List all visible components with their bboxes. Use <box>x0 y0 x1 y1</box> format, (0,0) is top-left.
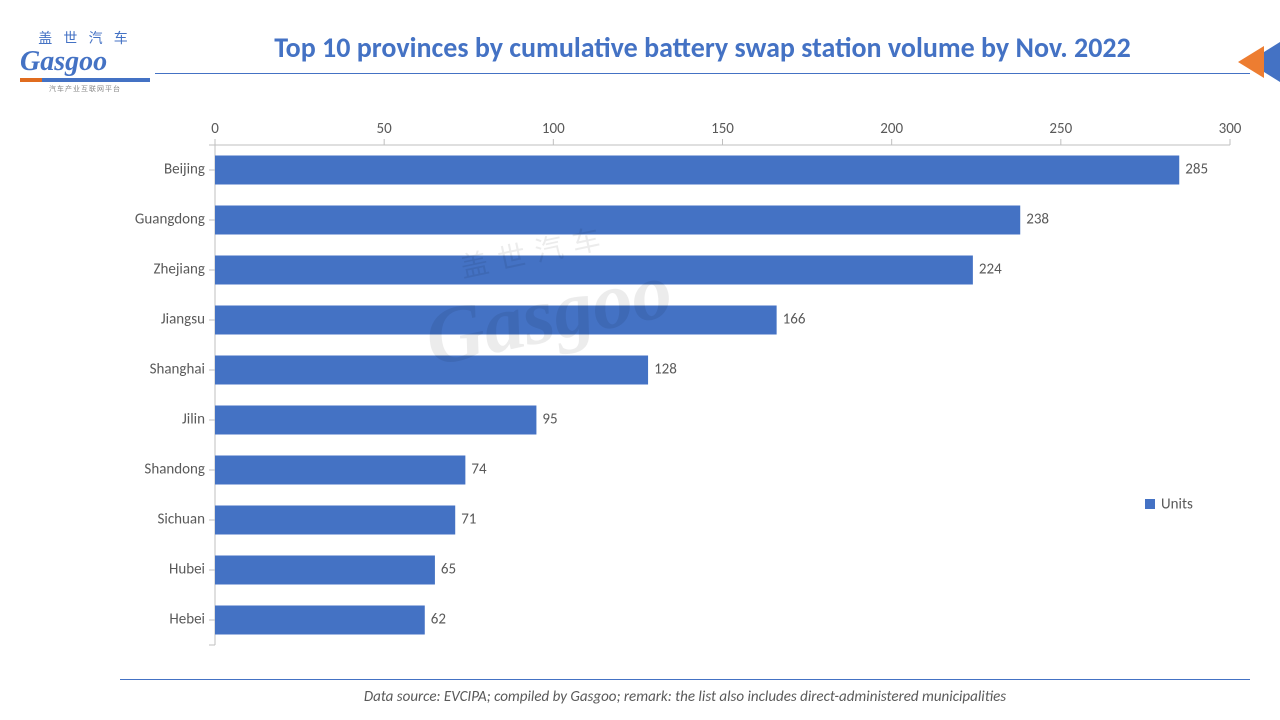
category-label: Shandong <box>144 461 205 479</box>
bar <box>215 456 465 485</box>
bar <box>215 256 973 285</box>
value-label: 65 <box>441 561 456 579</box>
bar <box>215 206 1020 235</box>
category-label: Sichuan <box>157 511 205 529</box>
bar <box>215 356 648 385</box>
logo-subtitle: 汽车产业互联网平台 <box>20 84 150 94</box>
value-label: 62 <box>431 611 446 629</box>
value-label: 95 <box>542 411 557 429</box>
value-label: 238 <box>1026 211 1049 229</box>
legend-swatch <box>1145 499 1155 509</box>
logo-underline <box>20 78 150 82</box>
bar <box>215 506 455 535</box>
value-label: 285 <box>1185 161 1208 179</box>
chart-title: Top 10 provinces by cumulative battery s… <box>155 30 1250 65</box>
bar <box>215 556 435 585</box>
bar <box>215 156 1179 185</box>
logo-chinese-text: 盖 世 汽 车 <box>20 28 150 48</box>
svg-text:300: 300 <box>1219 120 1242 138</box>
category-label: Jiangsu <box>161 311 205 329</box>
svg-text:200: 200 <box>880 120 903 138</box>
footer-note: Data source: EVCIPA; compiled by Gasgoo;… <box>120 688 1250 706</box>
brand-logo: 盖 世 汽 车 Gasgoo 汽车产业互联网平台 <box>20 28 150 94</box>
corner-arrow-icon <box>1220 42 1280 82</box>
title-underline <box>155 73 1250 74</box>
footer-rule <box>120 679 1250 680</box>
bar <box>215 306 777 335</box>
category-label: Shanghai <box>150 361 205 379</box>
category-label: Hubei <box>169 561 205 579</box>
bar-chart: 0 50 100 150 200 250 300 Beijing 285 Guangdong 238… <box>120 100 1250 660</box>
value-label: 128 <box>654 361 677 379</box>
category-label: Hebei <box>169 611 205 629</box>
category-label: Jilin <box>182 411 205 429</box>
svg-text:150: 150 <box>711 120 734 138</box>
title-block: Top 10 provinces by cumulative battery s… <box>155 30 1250 74</box>
bar <box>215 406 536 435</box>
page: 盖 世 汽 车 Gasgoo 汽车产业互联网平台 Top 10 province… <box>0 0 1280 720</box>
bar <box>215 606 425 635</box>
svg-text:100: 100 <box>542 120 565 138</box>
svg-text:250: 250 <box>1049 120 1072 138</box>
svg-text:50: 50 <box>377 120 393 138</box>
logo-english-text: Gasgoo <box>20 48 150 76</box>
value-label: 166 <box>783 311 806 329</box>
category-label: Zhejiang <box>153 261 205 279</box>
value-label: 71 <box>461 511 476 529</box>
category-label: Beijing <box>164 161 205 179</box>
category-label: Guangdong <box>135 211 205 229</box>
value-label: 74 <box>471 461 487 479</box>
svg-text:0: 0 <box>211 120 219 138</box>
legend-label: Units <box>1161 496 1193 514</box>
value-label: 224 <box>979 261 1002 279</box>
